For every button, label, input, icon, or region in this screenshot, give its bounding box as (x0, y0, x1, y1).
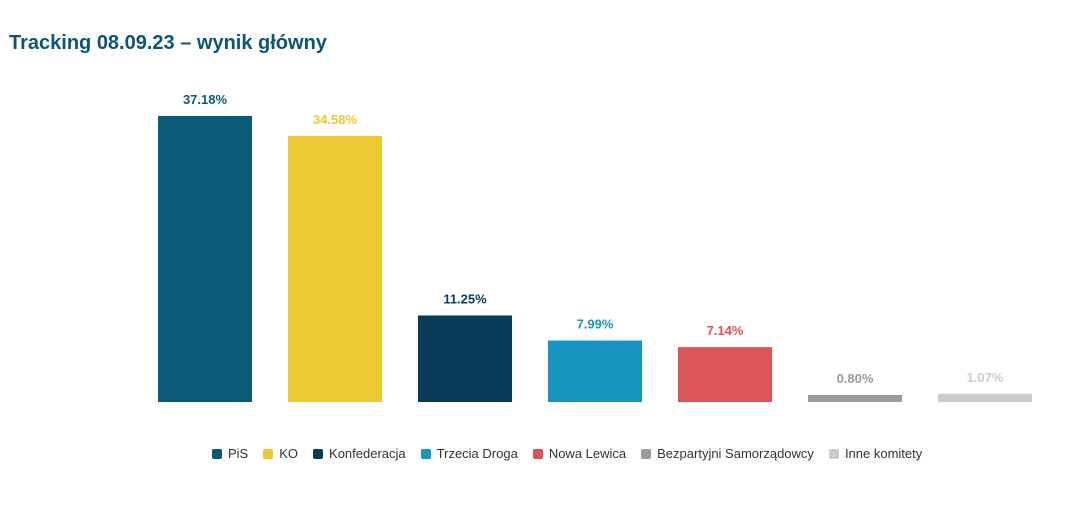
legend-item-4: Nowa Lewica (532, 446, 627, 461)
bar-chart: 37.18% 34.58% 11.25% 7.99% 7.14% 0.80% 1.07% (158, 92, 1032, 402)
legend-label-4: Nowa Lewica (548, 446, 627, 461)
bar-0 (158, 116, 252, 402)
data-label-2: 11.25% (443, 291, 487, 306)
legend-item-6: Inne komitety (828, 446, 923, 461)
legend-swatch-5 (641, 448, 652, 459)
chart-legend: PiS KO Konfederacja Trzecia Droga Nowa Lewic… (212, 446, 937, 461)
bar-6 (938, 393, 1032, 402)
bar-3 (548, 340, 642, 402)
bar-2 (418, 315, 512, 402)
legend-item-2: Konfederacja (313, 446, 406, 461)
bar-5 (808, 395, 902, 402)
bar-4 (678, 347, 772, 402)
legend-item-0: PiS (212, 446, 248, 461)
legend-label-2: Konfederacja (329, 446, 406, 461)
data-label-1: 34.58% (313, 112, 358, 127)
legend-swatch-3 (420, 448, 431, 459)
legend-item-5: Bezpartyjni Samorządowcy (641, 446, 814, 461)
legend-label-3: Trzecia Droga (436, 446, 518, 461)
legend-item-1: KO (263, 446, 298, 461)
legend-label-1: KO (279, 446, 299, 461)
bar-1 (288, 136, 382, 402)
chart-title: Tracking 08.09.23 – wynik główny (9, 32, 327, 54)
legend-swatch-0 (212, 448, 222, 459)
legend-swatch-4 (532, 448, 543, 459)
data-label-4: 7.14% (707, 323, 744, 338)
legend-label-0: PiS (228, 446, 249, 461)
legend-swatch-2 (313, 448, 324, 459)
data-label-0: 37.18% (183, 92, 228, 107)
legend-swatch-6 (828, 448, 839, 459)
data-label-5: 0.80% (837, 371, 874, 386)
legend-label-6: Inne komitety (844, 446, 923, 461)
legend-swatch-1 (263, 448, 274, 459)
data-label-6: 1.07% (967, 370, 1004, 385)
legend-label-5: Bezpartyjni Samorządowcy (657, 446, 814, 461)
legend-item-3: Trzecia Droga (420, 446, 518, 461)
data-label-3: 7.99% (577, 317, 614, 332)
